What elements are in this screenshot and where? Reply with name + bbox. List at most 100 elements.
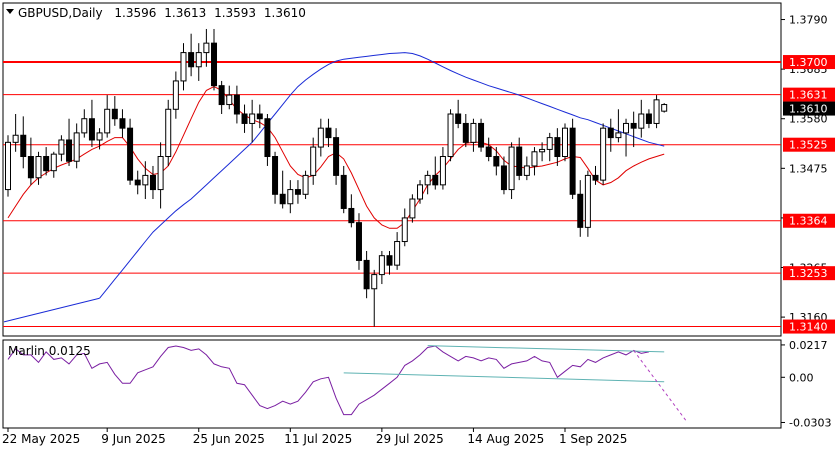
candle-body <box>531 151 538 167</box>
candle <box>134 170 141 195</box>
current-price-label: 1.3610 <box>789 103 828 116</box>
slow-ma-leadin <box>3 297 100 323</box>
candle-body <box>569 127 576 195</box>
candle-body <box>478 122 485 148</box>
candle <box>508 142 515 200</box>
candle-body <box>615 132 622 139</box>
candle-body <box>302 174 309 195</box>
candle <box>615 109 622 143</box>
candle <box>584 170 591 237</box>
candle-body <box>88 118 95 141</box>
candle-body <box>455 113 462 124</box>
candle <box>272 151 279 204</box>
candle <box>645 109 652 129</box>
time-tick-label: 29 Jul 2025 <box>376 432 444 446</box>
candle-body <box>73 132 80 162</box>
candle <box>478 118 485 152</box>
candle-body <box>592 174 599 181</box>
candle <box>81 109 88 138</box>
candle <box>462 114 469 148</box>
time-tick-label: 25 Jun 2025 <box>193 432 265 446</box>
candle <box>485 137 492 162</box>
candle <box>661 103 668 113</box>
candle <box>27 137 34 185</box>
candle-body <box>249 113 256 124</box>
candle-body <box>584 174 591 228</box>
candle <box>348 194 355 228</box>
candle-body <box>50 153 57 172</box>
candle-body <box>20 134 27 158</box>
dropdown-triangle-icon[interactable] <box>6 9 14 14</box>
slow-ma-line <box>99 52 665 299</box>
candle <box>233 85 240 124</box>
candle-body <box>630 122 637 129</box>
candle <box>211 28 218 91</box>
candle <box>386 250 393 275</box>
candle <box>630 111 637 148</box>
candle <box>264 114 271 166</box>
candle-body <box>317 127 324 148</box>
level-label-box <box>783 87 835 102</box>
candle <box>58 135 65 162</box>
candle-body <box>149 174 156 191</box>
candle <box>12 114 19 152</box>
candle <box>104 95 111 138</box>
candle <box>188 33 195 77</box>
candle-body <box>96 132 103 141</box>
candles <box>5 28 668 327</box>
candle <box>653 95 660 129</box>
candle-body <box>600 127 607 181</box>
candle-body <box>623 122 630 134</box>
candle <box>546 132 553 162</box>
marlin-pane[interactable] <box>2 339 782 429</box>
candle-body <box>417 184 424 200</box>
candle-body <box>645 113 652 124</box>
candle <box>195 43 202 81</box>
marlin-tick-label: 0.00 <box>789 371 814 384</box>
candle <box>394 232 401 270</box>
candle <box>417 180 424 204</box>
candle-body <box>211 42 218 87</box>
candle <box>66 118 73 166</box>
low-value: 1.3593 <box>214 6 256 20</box>
candle-body <box>561 127 568 158</box>
candle <box>455 99 462 129</box>
candle <box>363 250 370 299</box>
level-label-box <box>783 266 835 281</box>
candle <box>50 151 57 178</box>
candle-body <box>348 207 355 224</box>
candle-body <box>279 193 286 205</box>
price-tick-label: 1.3580 <box>789 113 828 126</box>
candle-body <box>500 165 507 191</box>
time-tick-label: 11 Jul 2025 <box>284 432 352 446</box>
candle <box>302 170 309 200</box>
candle-body <box>264 118 271 158</box>
candle <box>241 104 248 133</box>
candle <box>279 170 286 209</box>
marlin-label: Marlin 0.0125 <box>8 344 91 358</box>
candle-body <box>363 259 370 290</box>
candle <box>409 194 416 223</box>
candle-body <box>447 113 454 158</box>
candle-body <box>653 99 660 124</box>
candle <box>287 180 294 214</box>
candle <box>165 99 172 166</box>
candle-body <box>401 217 408 243</box>
candle <box>439 147 446 190</box>
candle-body <box>157 156 164 191</box>
candle <box>35 151 42 185</box>
candle <box>592 165 599 185</box>
candle <box>638 99 645 138</box>
candle-body <box>287 189 294 205</box>
candle <box>401 208 408 247</box>
candle-body <box>485 146 492 158</box>
candle-body <box>523 165 530 176</box>
level-label: 1.3700 <box>789 56 828 69</box>
candle <box>310 137 317 185</box>
candle-body <box>165 108 172 158</box>
candle <box>96 128 103 150</box>
chart-header: GBPUSD,Daily 1.3596 1.3613 1.3593 1.3610 <box>6 6 306 20</box>
candle <box>500 156 507 195</box>
